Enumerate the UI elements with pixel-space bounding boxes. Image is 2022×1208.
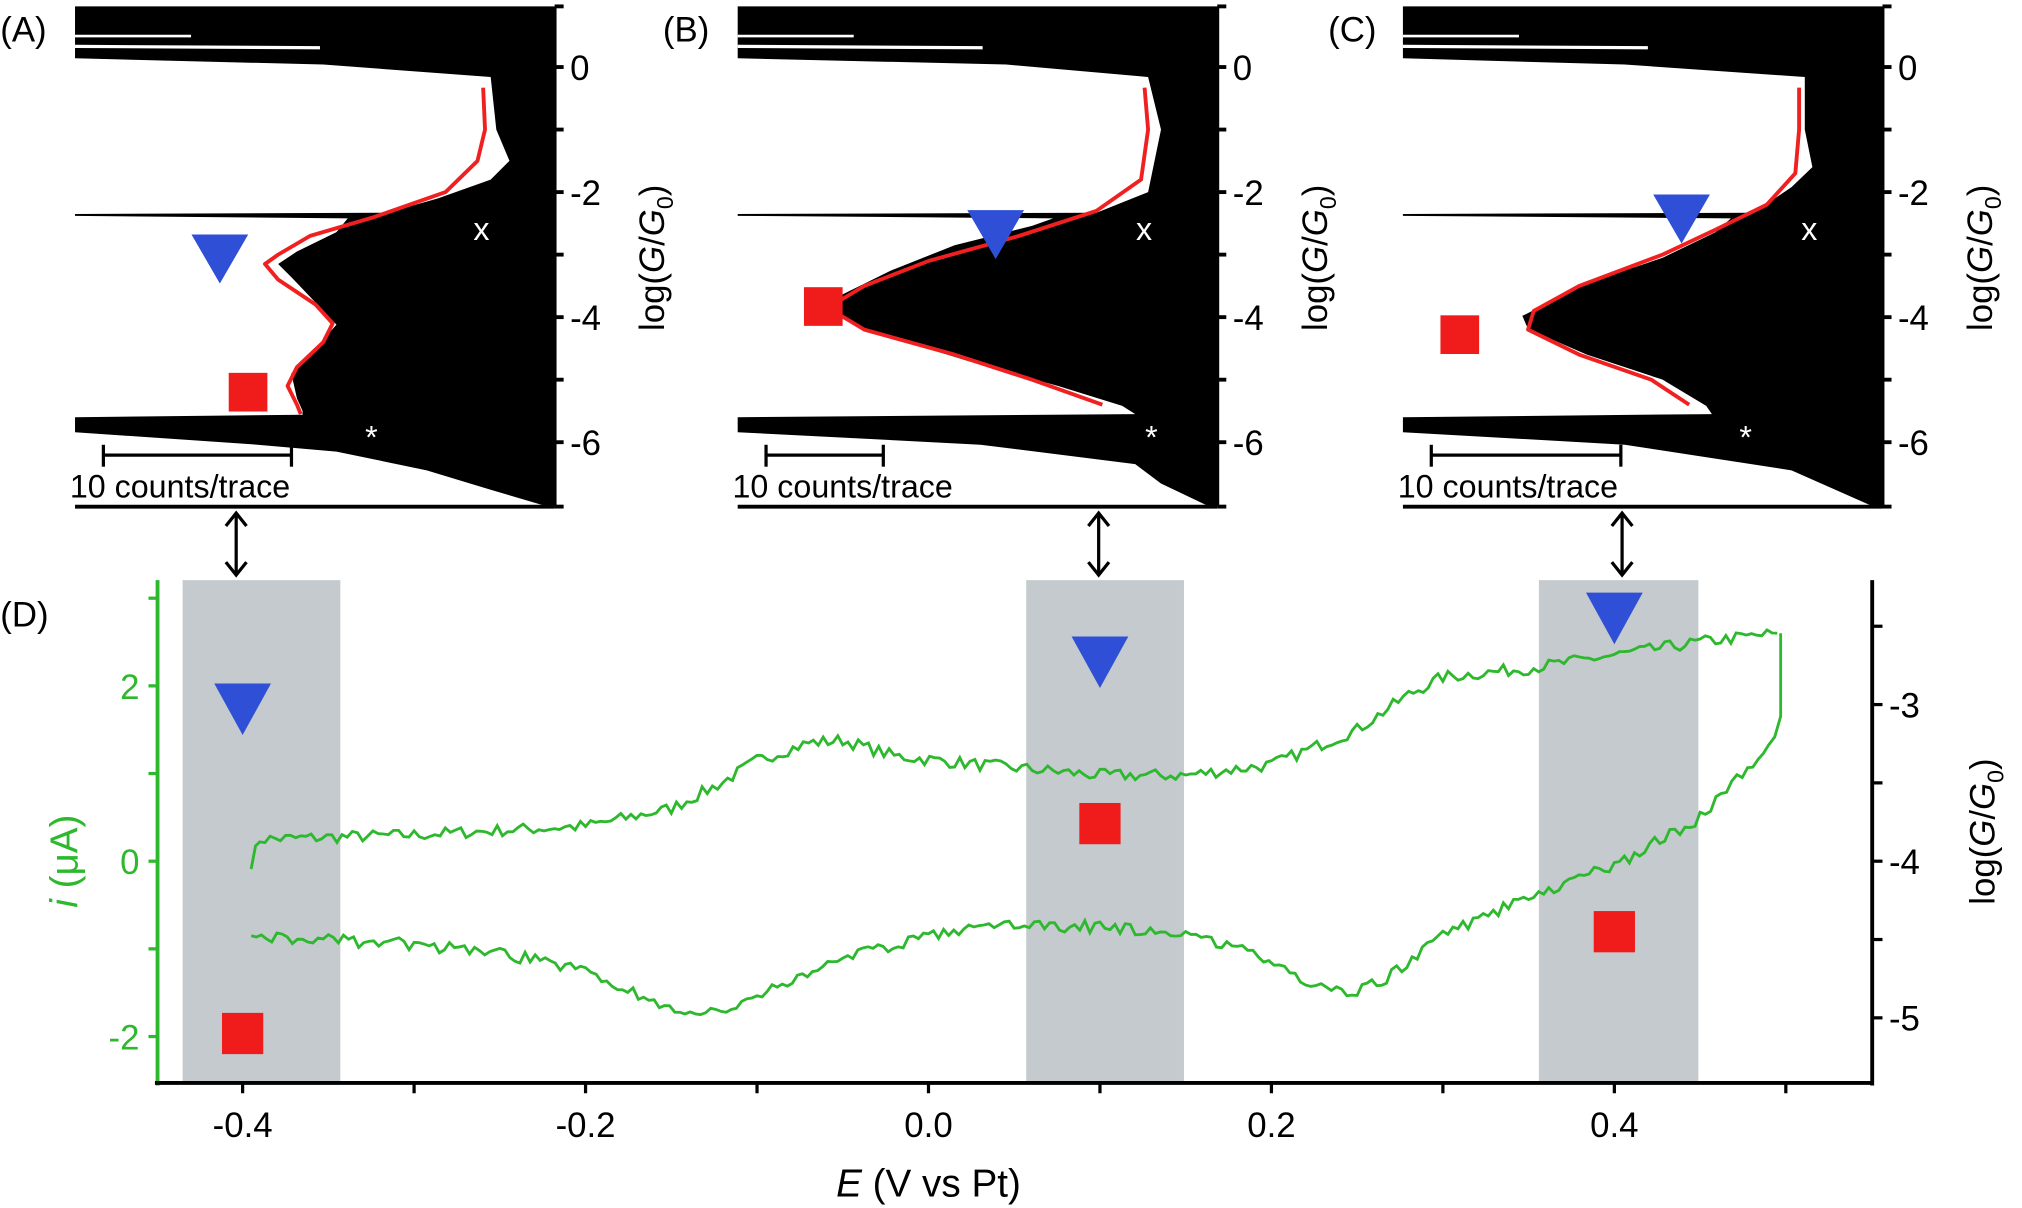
y-tick-label: -4 (1233, 299, 1264, 338)
x-tick-label: 0.0 (904, 1106, 952, 1145)
right-y-tick-label: -4 (1889, 843, 1920, 882)
scale-bar-label: 10 counts/trace (733, 469, 953, 505)
triangle-marker (1071, 636, 1129, 689)
panel-label-a: (A) (0, 10, 46, 49)
star-annotation: * (1739, 420, 1752, 456)
square-marker (1440, 315, 1480, 354)
triangle-marker (1653, 194, 1710, 244)
shaded-band (182, 580, 341, 1083)
panel-label-c: (C) (1328, 10, 1376, 49)
y-tick-label: -4 (1898, 299, 1929, 338)
square-marker (221, 1012, 264, 1055)
fit-curve (826, 87, 1151, 407)
scale-bar-label: 10 counts/trace (70, 469, 290, 505)
y-tick-label: -6 (570, 424, 601, 463)
y-tick-label: -4 (570, 299, 601, 338)
histogram-gap (737, 44, 983, 50)
fit-curve (1526, 87, 1802, 407)
x-annotation: x (473, 211, 489, 247)
right-y-tick-label: -5 (1889, 1000, 1920, 1039)
histogram-panel-c: (C) 0 -2 -4 -6 log(G/G0) 10 counts/trace x * (1328, 4, 2006, 509)
left-y-tick-label: 2 (120, 668, 139, 707)
cv-panel-d: (D) -0.4 -0.2 0.0 0.2 0.4 2 0 -2 -3 -4 -5 E (V vs P… (0, 580, 2009, 1205)
square-marker (803, 287, 843, 326)
histogram-gap (1402, 44, 1648, 50)
y-tick-label: -6 (1898, 424, 1929, 463)
left-y-tick-label: 0 (120, 843, 139, 882)
histogram-area (75, 6, 555, 507)
arrow-head-up (1610, 510, 1634, 528)
histogram-area (737, 6, 1218, 507)
arrow-head-up (1087, 510, 1111, 528)
y-tick-label: -2 (1898, 174, 1929, 213)
star-annotation: * (365, 420, 378, 456)
x-annotation: x (1801, 211, 1817, 247)
panel-label-b: (B) (663, 10, 709, 49)
cv-reverse-line (250, 633, 1783, 1017)
cv-forward-line (249, 628, 1778, 870)
y-axis-label: log(G/G0) (633, 185, 678, 331)
arrow-head-down (1610, 561, 1634, 578)
arrow-head-down (1087, 561, 1111, 578)
triangle-marker (191, 234, 249, 284)
x-tick-label: 0.2 (1247, 1106, 1295, 1145)
triangle-marker (967, 210, 1025, 260)
y-tick-label: -2 (1233, 174, 1264, 213)
histogram-area (1402, 6, 1883, 507)
histogram-panel-a: (A) 0 -2 -4 -6 log(G/G0) 10 counts/trace x * (0, 4, 678, 509)
y-tick-label: -2 (570, 174, 601, 213)
shaded-band (1538, 580, 1699, 1083)
panel-label-d: (D) (0, 596, 48, 635)
right-y-axis-label: log(G/G0) (1964, 758, 2009, 904)
y-tick-label: 0 (1898, 49, 1917, 88)
arrow-head-down (224, 561, 248, 578)
histogram-panel-b: (B) 0 -2 -4 -6 log(G/G0) 10 counts/trace x * (663, 4, 1341, 509)
arrow-head-up (224, 510, 248, 528)
y-tick-label: 0 (570, 49, 589, 88)
x-tick-label: -0.2 (556, 1106, 616, 1145)
star-annotation: * (1145, 420, 1158, 456)
triangle-marker (1585, 592, 1643, 645)
x-annotation: x (1136, 211, 1152, 247)
triangle-marker (214, 683, 271, 736)
x-axis-label: E (V vs Pt) (836, 1162, 1021, 1205)
square-marker (1593, 911, 1635, 953)
x-tick-label: -0.4 (213, 1106, 273, 1145)
y-axis-label: log(G/G0) (1296, 185, 1341, 331)
left-y-axis-label: i (μA) (44, 815, 87, 908)
y-tick-label: -6 (1233, 424, 1264, 463)
y-axis-label: log(G/G0) (1961, 185, 2006, 331)
x-tick-label: 0.4 (1590, 1106, 1638, 1145)
left-y-tick-label: -2 (109, 1018, 140, 1057)
square-marker (1079, 802, 1121, 845)
histogram-gap (75, 44, 320, 50)
right-y-tick-label: -3 (1889, 686, 1920, 725)
scale-bar-label: 10 counts/trace (1398, 469, 1618, 505)
fit-curve (263, 87, 487, 415)
y-tick-label: 0 (1233, 49, 1252, 88)
square-marker (228, 372, 268, 412)
